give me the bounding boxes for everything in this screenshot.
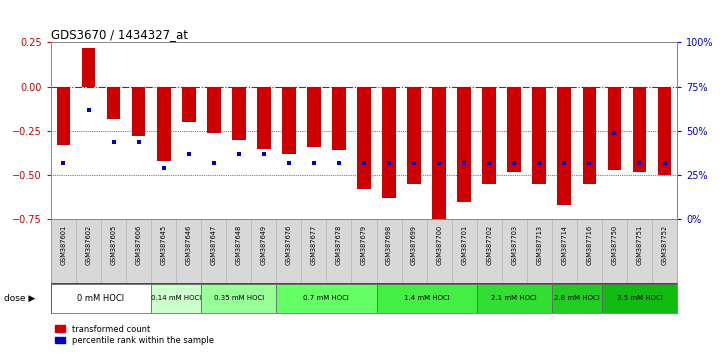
Text: GSM387678: GSM387678: [336, 224, 342, 265]
Text: GSM387605: GSM387605: [111, 224, 116, 265]
Text: GSM387703: GSM387703: [511, 224, 518, 265]
Bar: [507, 87, 521, 172]
Bar: [582, 87, 596, 184]
Text: GSM387716: GSM387716: [586, 224, 593, 265]
Bar: [107, 87, 120, 119]
Bar: [432, 87, 446, 219]
Bar: [257, 87, 271, 149]
Bar: [282, 87, 296, 154]
Bar: [532, 87, 546, 184]
Bar: [633, 87, 646, 172]
Text: GSM387606: GSM387606: [135, 224, 142, 265]
Text: GSM387702: GSM387702: [486, 224, 492, 265]
Bar: [157, 87, 170, 161]
Bar: [201, 284, 277, 313]
Bar: [552, 284, 602, 313]
Text: GSM387752: GSM387752: [662, 224, 668, 265]
Text: 0.7 mM HOCl: 0.7 mM HOCl: [304, 295, 349, 301]
Bar: [602, 284, 677, 313]
Text: 2.8 mM HOCl: 2.8 mM HOCl: [554, 295, 600, 301]
Text: dose ▶: dose ▶: [4, 294, 35, 303]
Text: GSM387750: GSM387750: [612, 224, 617, 265]
Bar: [51, 284, 151, 313]
Text: 3.5 mM HOCl: 3.5 mM HOCl: [617, 295, 662, 301]
Bar: [657, 87, 671, 175]
Bar: [277, 284, 376, 313]
Text: 0 mM HOCl: 0 mM HOCl: [77, 294, 124, 303]
Text: GSM387649: GSM387649: [261, 224, 267, 265]
Bar: [357, 87, 371, 189]
Text: GSM387602: GSM387602: [85, 224, 92, 265]
Text: GSM387645: GSM387645: [161, 224, 167, 265]
Text: GSM387713: GSM387713: [537, 224, 542, 264]
Bar: [307, 87, 321, 147]
Bar: [207, 87, 221, 133]
Text: 0.14 mM HOCl: 0.14 mM HOCl: [151, 295, 202, 301]
Text: GSM387646: GSM387646: [186, 224, 191, 265]
Text: GSM387699: GSM387699: [411, 224, 417, 264]
Text: GSM387677: GSM387677: [311, 224, 317, 265]
Text: GDS3670 / 1434327_at: GDS3670 / 1434327_at: [51, 28, 188, 41]
Bar: [608, 87, 621, 170]
Legend: transformed count, percentile rank within the sample: transformed count, percentile rank withi…: [55, 325, 214, 345]
Text: GSM387648: GSM387648: [236, 224, 242, 265]
Text: GSM387700: GSM387700: [436, 224, 442, 265]
Text: GSM387647: GSM387647: [210, 224, 217, 265]
Bar: [457, 87, 471, 202]
Text: GSM387679: GSM387679: [361, 224, 367, 265]
Bar: [232, 87, 245, 140]
Bar: [376, 284, 477, 313]
Bar: [82, 48, 95, 87]
Text: 0.35 mM HOCl: 0.35 mM HOCl: [213, 295, 264, 301]
Bar: [558, 87, 571, 205]
Bar: [151, 284, 201, 313]
Text: GSM387676: GSM387676: [286, 224, 292, 265]
Bar: [382, 87, 396, 198]
Text: GSM387714: GSM387714: [561, 224, 567, 265]
Bar: [332, 87, 346, 150]
Bar: [483, 87, 496, 184]
Bar: [182, 87, 196, 122]
Text: GSM387701: GSM387701: [461, 224, 467, 265]
Text: 1.4 mM HOCl: 1.4 mM HOCl: [404, 295, 449, 301]
Bar: [407, 87, 421, 184]
Text: 2.1 mM HOCl: 2.1 mM HOCl: [491, 295, 537, 301]
Bar: [57, 87, 71, 145]
Text: GSM387601: GSM387601: [60, 224, 66, 265]
Text: GSM387751: GSM387751: [636, 224, 643, 265]
Bar: [477, 284, 552, 313]
Text: GSM387698: GSM387698: [386, 224, 392, 265]
Bar: [132, 87, 146, 136]
